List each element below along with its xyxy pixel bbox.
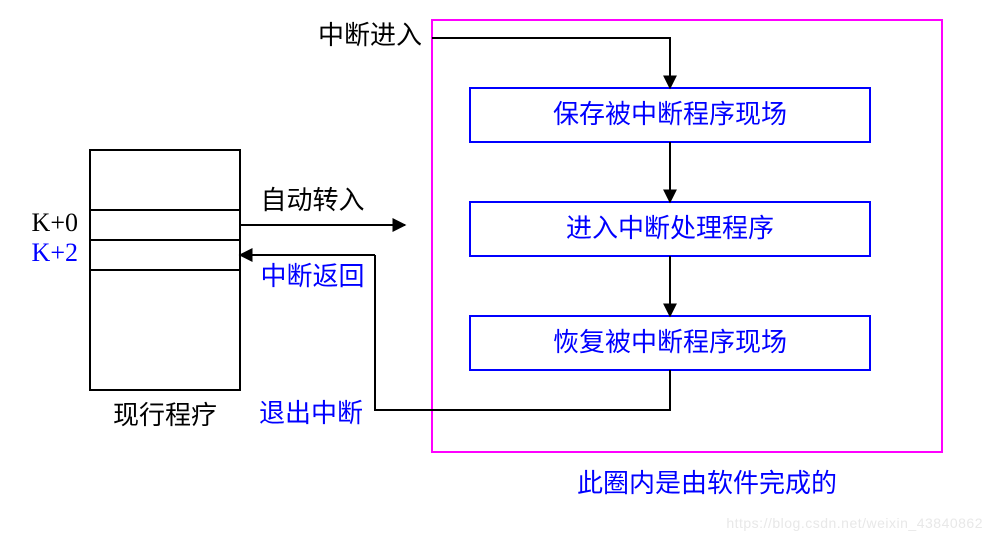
label-footer: 此圈内是由软件完成的 [577,469,837,498]
label-interrupt-return: 中断返回 [260,262,364,291]
watermark: https://blog.csdn.net/weixin_43840862 [726,515,983,531]
label-exit-interrupt: 退出中断 [259,399,363,428]
label-k2: K+2 [32,238,78,267]
step-text-1: 进入中断处理程序 [566,214,774,243]
stack-caption: 现行程疗 [113,401,217,430]
label-interrupt-enter: 中断进入 [318,21,422,50]
step-text-0: 保存被中断程序现场 [553,100,787,129]
step-text-2: 恢复被中断程序现场 [553,328,787,357]
label-k0: K+0 [32,208,78,237]
label-auto-transfer: 自动转入 [260,186,364,215]
arrow-enter [432,38,670,88]
